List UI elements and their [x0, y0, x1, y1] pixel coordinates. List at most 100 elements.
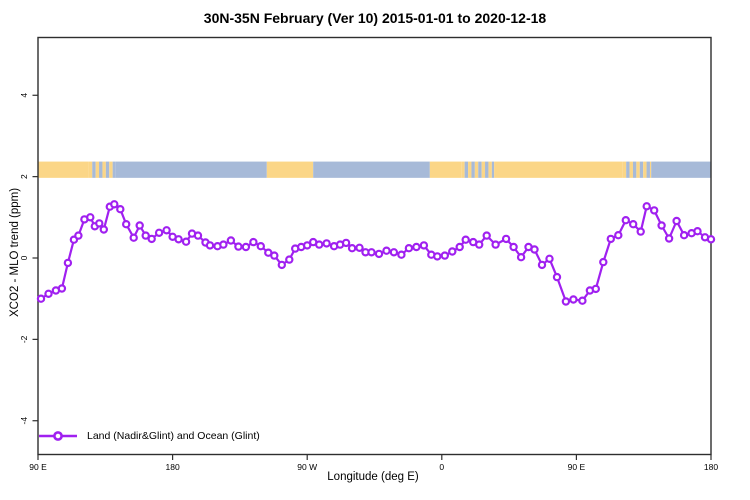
data-point — [621, 215, 631, 225]
data-point — [636, 227, 645, 236]
map-band-segment — [461, 161, 465, 178]
map-band-segment — [92, 161, 96, 178]
map-band-segment — [112, 161, 116, 178]
data-point — [322, 239, 331, 248]
map-band-segment — [471, 161, 475, 178]
data-point — [397, 250, 406, 259]
x-tick-label: 90 W — [297, 462, 317, 472]
data-point — [367, 248, 376, 257]
data-point — [509, 242, 518, 252]
data-point — [256, 241, 265, 251]
data-point — [404, 243, 414, 253]
map-band-segment — [313, 161, 430, 178]
data-point — [461, 235, 470, 244]
data-point — [382, 246, 391, 255]
map-band-segment — [481, 161, 486, 178]
map-band-segment — [109, 161, 113, 178]
map-band-segment — [115, 161, 267, 178]
data-point — [285, 255, 294, 264]
data-point — [135, 221, 144, 230]
data-point — [74, 231, 83, 240]
data-point — [599, 257, 608, 267]
chart-title: 30N-35N February (Ver 10) 2015-01-01 to … — [203, 10, 547, 26]
data-point — [147, 234, 156, 244]
map-band-segment — [639, 161, 644, 178]
data-point — [614, 230, 623, 240]
data-point — [154, 228, 164, 237]
y-axis-label: XCO2 - MLO trend (ppm) — [9, 187, 21, 317]
map-band-segment — [464, 161, 469, 178]
map-band-segment — [488, 161, 492, 178]
data-point — [537, 260, 547, 270]
data-point — [412, 242, 421, 252]
map-band-segment — [38, 161, 89, 178]
map-band-segment — [622, 161, 627, 178]
data-point — [341, 238, 351, 248]
data-point — [389, 248, 399, 257]
data-point — [241, 242, 251, 252]
x-tick-label: 90 E — [29, 462, 47, 472]
data-point — [569, 295, 578, 304]
map-band-segment — [494, 161, 623, 178]
map-band-segment — [95, 161, 100, 178]
data-point — [226, 236, 236, 245]
map-band-segment — [651, 161, 711, 178]
data-point — [482, 231, 491, 240]
y-tick-label: -4 — [19, 417, 29, 425]
data-point — [679, 230, 689, 240]
data-point — [374, 249, 384, 259]
data-point — [440, 251, 449, 260]
data-point — [545, 254, 554, 263]
x-tick-label: 180 — [704, 462, 718, 472]
legend-label: Land (Nadir&Glint) and Ocean (Glint) — [87, 430, 260, 442]
map-band-segment — [478, 161, 482, 178]
data-point — [475, 240, 484, 249]
x-tick-label: 90 E — [568, 462, 586, 472]
data-point — [455, 242, 464, 252]
x-axis-label: Longitude (deg E) — [327, 471, 419, 483]
data-point — [448, 247, 457, 256]
data-point — [516, 253, 526, 262]
data-point — [36, 294, 46, 303]
data-point — [129, 233, 138, 242]
data-point — [530, 245, 539, 254]
legend-marker-icon — [39, 431, 77, 441]
data-point — [116, 204, 125, 214]
data-point — [419, 241, 429, 250]
data-point — [303, 241, 312, 250]
data-point — [57, 284, 67, 293]
map-band-segment — [649, 161, 652, 178]
data-point — [347, 243, 357, 253]
x-tick-label: 0 — [439, 462, 444, 472]
data-point — [657, 221, 666, 230]
data-point — [355, 243, 364, 252]
data-point — [44, 289, 53, 298]
map-band-segment — [632, 161, 637, 178]
data-point — [181, 237, 191, 246]
plot-frame — [37, 36, 712, 456]
map-band-segment — [88, 161, 93, 178]
map-band-segment — [485, 161, 489, 178]
data-point — [501, 234, 511, 244]
y-tick-label: 4 — [19, 93, 29, 98]
y-tick-label: 0 — [19, 255, 29, 260]
data-point — [110, 200, 119, 209]
map-band-segment — [646, 161, 650, 178]
map-band-segment — [102, 161, 106, 178]
map-band-segment — [99, 161, 103, 178]
data-point — [664, 234, 674, 243]
data-point — [205, 241, 215, 250]
data-point — [491, 240, 500, 249]
map-band-segment — [626, 161, 630, 178]
data-point — [277, 260, 286, 270]
data-point — [552, 272, 562, 282]
x-tick-label: 180 — [166, 462, 180, 472]
map-band-segment — [629, 161, 633, 178]
data-point — [121, 219, 131, 229]
data-point — [95, 219, 104, 228]
data-point — [578, 296, 587, 305]
data-point — [629, 219, 638, 229]
map-band-segment — [429, 161, 462, 178]
